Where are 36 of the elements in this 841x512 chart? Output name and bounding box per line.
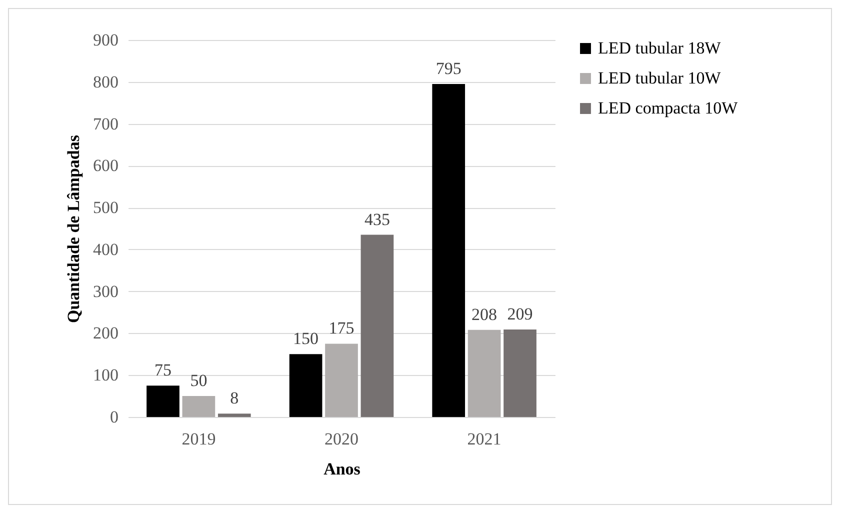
data-label: 175: [328, 318, 354, 338]
y-tick-label: 200: [93, 324, 118, 343]
bar: [504, 329, 536, 417]
x-tick-label: 2020: [324, 430, 358, 448]
y-tick-label: 600: [93, 156, 118, 176]
bar: [218, 414, 251, 417]
bar: [468, 330, 501, 417]
bar: [360, 234, 394, 417]
data-label: 8: [230, 388, 239, 408]
x-tick-label: 2019: [182, 430, 216, 448]
y-tick-label: 700: [93, 114, 118, 134]
y-tick-label: 100: [93, 366, 118, 385]
data-label: 208: [472, 304, 498, 324]
data-label: 75: [154, 360, 172, 380]
y-axis-title: Quantidade de Lâmpadas: [64, 134, 83, 323]
y-tick-label: 0: [110, 408, 118, 426]
legend-label: LED tubular 10W: [598, 68, 722, 88]
data-label: 795: [436, 58, 462, 78]
data-label: 50: [190, 371, 208, 390]
bar: [432, 84, 466, 417]
data-label: 150: [293, 329, 319, 348]
bar: [146, 386, 180, 417]
data-label: 209: [507, 304, 533, 324]
legend-label: LED compacta 10W: [598, 98, 739, 118]
y-tick-label: 400: [93, 240, 118, 259]
data-label: 435: [364, 210, 390, 229]
y-tick-label: 900: [93, 30, 118, 50]
legend-label: LED tubular 18W: [598, 38, 722, 58]
y-tick-label: 500: [93, 198, 118, 218]
y-tick-label: 800: [93, 72, 118, 92]
bar: [325, 344, 358, 417]
x-tick-label: 2021: [467, 430, 502, 448]
x-axis-title: Anos: [324, 460, 361, 478]
bar: [289, 354, 322, 417]
bar: [182, 396, 216, 417]
y-tick-label: 300: [93, 282, 118, 301]
